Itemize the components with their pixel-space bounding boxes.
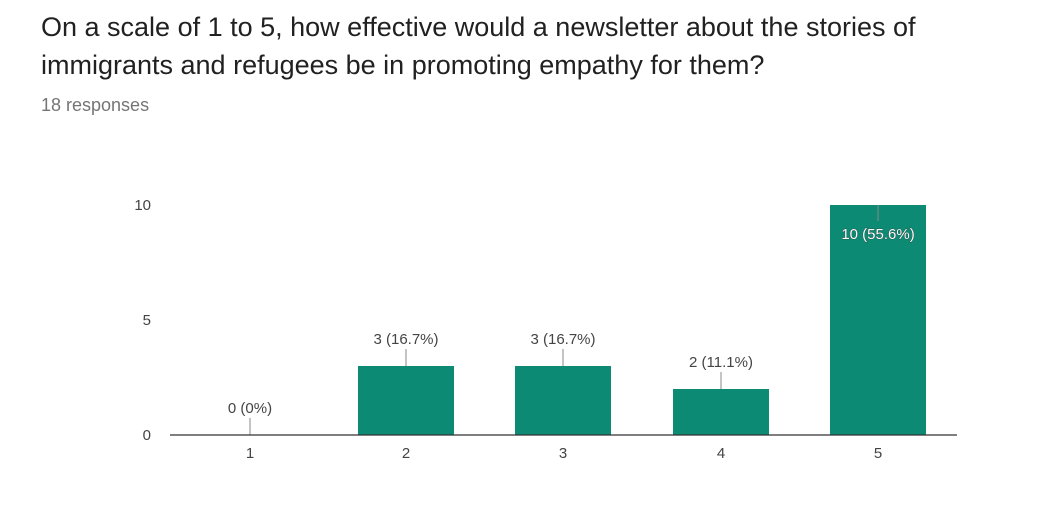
data-label: 10 (55.6%) <box>841 226 914 243</box>
bar <box>515 366 611 435</box>
bar <box>830 205 926 435</box>
x-tick-label: 1 <box>246 445 254 462</box>
y-tick-label: 5 <box>143 312 151 329</box>
data-label: 3 (16.7%) <box>373 331 438 348</box>
question-title: On a scale of 1 to 5, how effective woul… <box>41 12 916 80</box>
x-tick-label: 5 <box>874 445 882 462</box>
y-tick-label: 0 <box>143 427 151 444</box>
x-tick-label: 2 <box>402 445 410 462</box>
bar <box>358 366 454 435</box>
response-count: 18 responses <box>41 95 150 115</box>
bar <box>673 389 769 435</box>
data-label: 0 (0%) <box>228 400 272 417</box>
x-tick-label: 4 <box>717 445 725 462</box>
data-label: 3 (16.7%) <box>530 331 595 348</box>
x-tick-label: 3 <box>559 445 567 462</box>
y-tick-label: 10 <box>134 197 151 214</box>
data-label: 2 (11.1%) <box>689 354 753 371</box>
